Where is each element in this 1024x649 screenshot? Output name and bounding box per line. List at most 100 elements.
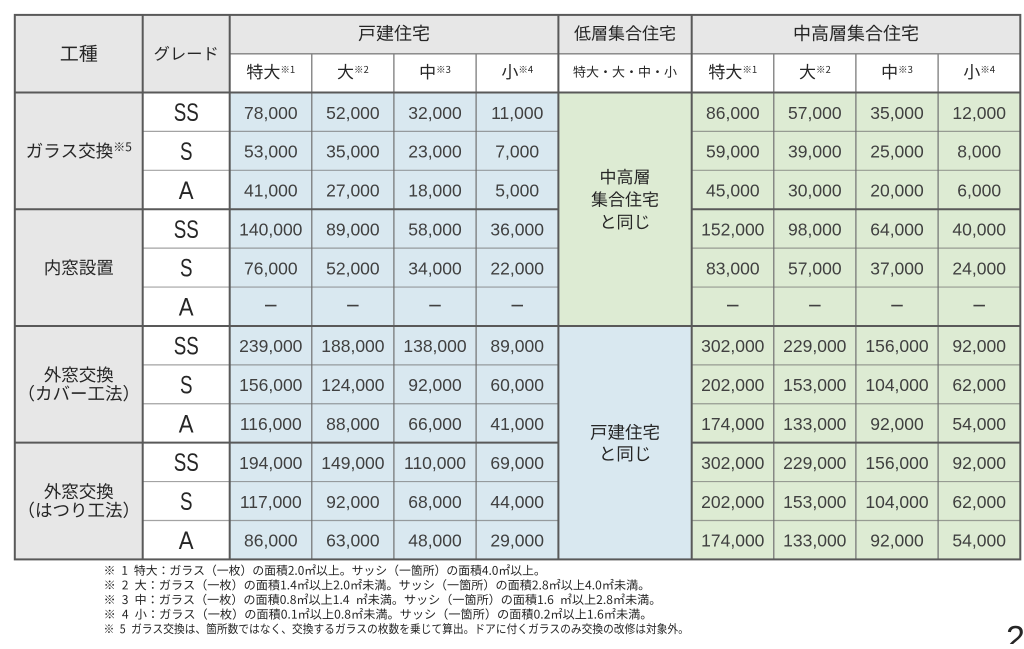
svg-text:202,000: 202,000	[701, 375, 765, 395]
svg-text:A: A	[179, 177, 194, 205]
svg-text:41,000: 41,000	[244, 181, 298, 201]
svg-text:117,000: 117,000	[240, 492, 302, 512]
svg-text:25,000: 25,000	[870, 142, 924, 162]
svg-text:68,000: 68,000	[408, 492, 462, 512]
svg-text:35,000: 35,000	[326, 142, 380, 162]
svg-text:174,000: 174,000	[701, 414, 765, 434]
svg-text:23,000: 23,000	[408, 142, 462, 162]
svg-text:92,000: 92,000	[870, 414, 924, 434]
svg-text:32,000: 32,000	[408, 103, 462, 123]
svg-text:156,000: 156,000	[865, 336, 929, 356]
svg-text:62,000: 62,000	[952, 492, 1006, 512]
svg-text:41,000: 41,000	[490, 414, 544, 434]
svg-text:104,000: 104,000	[865, 492, 929, 512]
svg-text:A: A	[179, 527, 194, 555]
svg-text:69,000: 69,000	[490, 453, 544, 473]
svg-text:229,000: 229,000	[783, 453, 847, 473]
svg-text:53,000: 53,000	[244, 142, 298, 162]
svg-text:24,000: 24,000	[952, 258, 1006, 278]
svg-text:188,000: 188,000	[321, 336, 385, 356]
svg-text:156,000: 156,000	[865, 453, 929, 473]
svg-text:58,000: 58,000	[408, 220, 462, 240]
svg-text:29,000: 29,000	[490, 531, 544, 551]
svg-text:60,000: 60,000	[490, 375, 544, 395]
svg-text:30,000: 30,000	[788, 181, 842, 201]
svg-text:66,000: 66,000	[408, 414, 462, 434]
svg-text:116,000: 116,000	[240, 414, 302, 434]
svg-text:SS: SS	[174, 449, 199, 477]
svg-text:89,000: 89,000	[490, 336, 544, 356]
svg-text:52,000: 52,000	[326, 103, 380, 123]
svg-text:83,000: 83,000	[706, 258, 760, 278]
svg-text:88,000: 88,000	[326, 414, 380, 434]
svg-text:133,000: 133,000	[783, 414, 847, 434]
svg-text:92,000: 92,000	[952, 453, 1006, 473]
svg-text:48,000: 48,000	[408, 531, 462, 551]
svg-text:5,000: 5,000	[495, 181, 539, 201]
svg-text:194,000: 194,000	[239, 453, 303, 473]
svg-text:86,000: 86,000	[706, 103, 760, 123]
svg-text:174,000: 174,000	[701, 531, 765, 551]
svg-text:239,000: 239,000	[239, 336, 303, 356]
svg-text:34,000: 34,000	[408, 258, 462, 278]
svg-text:104,000: 104,000	[865, 375, 929, 395]
svg-text:8,000: 8,000	[957, 142, 1001, 162]
svg-text:S: S	[180, 255, 193, 283]
svg-text:SS: SS	[174, 333, 199, 361]
svg-text:35,000: 35,000	[870, 103, 924, 123]
svg-text:57,000: 57,000	[788, 103, 842, 123]
svg-text:S: S	[180, 371, 193, 399]
svg-text:156,000: 156,000	[239, 375, 303, 395]
svg-text:92,000: 92,000	[408, 375, 462, 395]
svg-text:20,000: 20,000	[870, 181, 924, 201]
svg-text:302,000: 302,000	[701, 336, 765, 356]
svg-text:27,000: 27,000	[326, 181, 380, 201]
svg-text:149,000: 149,000	[321, 453, 385, 473]
svg-text:52,000: 52,000	[326, 258, 380, 278]
svg-text:229,000: 229,000	[783, 336, 847, 356]
svg-text:54,000: 54,000	[952, 531, 1006, 551]
svg-text:S: S	[180, 488, 193, 516]
svg-text:63,000: 63,000	[326, 531, 380, 551]
svg-text:36,000: 36,000	[490, 220, 544, 240]
svg-text:152,000: 152,000	[701, 220, 765, 240]
svg-text:SS: SS	[174, 99, 199, 127]
svg-text:133,000: 133,000	[783, 531, 847, 551]
svg-text:78,000: 78,000	[244, 103, 298, 123]
svg-text:98,000: 98,000	[788, 220, 842, 240]
svg-text:92,000: 92,000	[952, 336, 1006, 356]
svg-text:45,000: 45,000	[706, 181, 760, 201]
svg-text:124,000: 124,000	[321, 375, 385, 395]
svg-text:37,000: 37,000	[870, 258, 924, 278]
svg-text:138,000: 138,000	[403, 336, 467, 356]
svg-text:62,000: 62,000	[952, 375, 1006, 395]
svg-text:22,000: 22,000	[490, 258, 544, 278]
svg-text:153,000: 153,000	[783, 492, 847, 512]
svg-text:18,000: 18,000	[408, 181, 462, 201]
svg-text:302,000: 302,000	[701, 453, 765, 473]
svg-text:89,000: 89,000	[326, 220, 380, 240]
svg-text:110,000: 110,000	[404, 453, 466, 473]
svg-text:153,000: 153,000	[783, 375, 847, 395]
svg-text:40,000: 40,000	[952, 220, 1006, 240]
svg-text:A: A	[179, 410, 194, 438]
svg-text:86,000: 86,000	[244, 531, 298, 551]
svg-text:11,000: 11,000	[491, 103, 543, 123]
svg-text:44,000: 44,000	[490, 492, 544, 512]
svg-text:12,000: 12,000	[952, 103, 1006, 123]
svg-text:2: 2	[1006, 620, 1024, 645]
svg-text:92,000: 92,000	[870, 531, 924, 551]
svg-text:39,000: 39,000	[788, 142, 842, 162]
svg-text:76,000: 76,000	[244, 258, 298, 278]
svg-text:7,000: 7,000	[495, 142, 539, 162]
svg-text:A: A	[179, 294, 194, 322]
svg-text:202,000: 202,000	[701, 492, 765, 512]
svg-text:92,000: 92,000	[326, 492, 380, 512]
svg-text:SS: SS	[174, 216, 199, 244]
svg-text:140,000: 140,000	[239, 220, 303, 240]
svg-text:64,000: 64,000	[870, 220, 924, 240]
svg-text:S: S	[180, 138, 193, 166]
svg-text:59,000: 59,000	[706, 142, 760, 162]
svg-text:6,000: 6,000	[957, 181, 1001, 201]
svg-text:57,000: 57,000	[788, 258, 842, 278]
